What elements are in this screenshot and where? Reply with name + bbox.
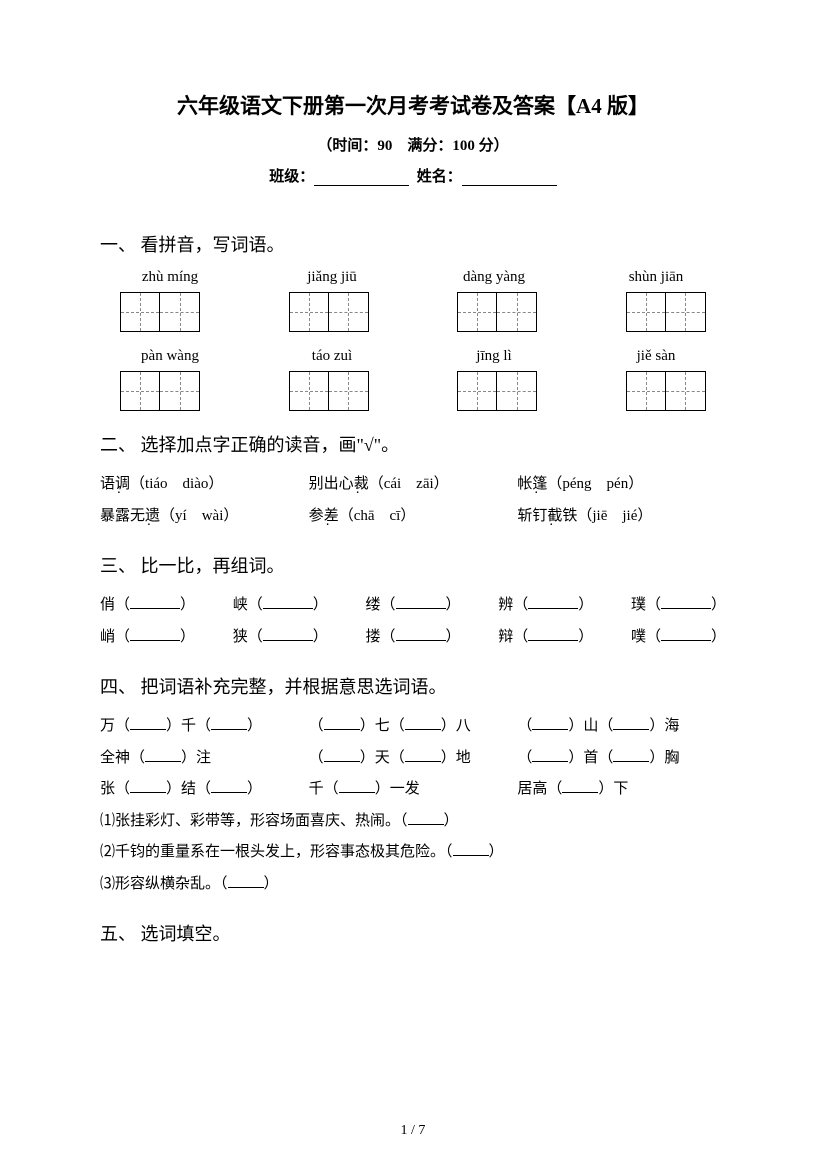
pinyin-row-2: pàn wàng táo zuì jīng lì jiě sàn: [100, 348, 726, 365]
name-blank[interactable]: [462, 170, 557, 186]
q4-item: 张（）结（）: [100, 774, 309, 806]
pinyin-item: dàng yàng: [444, 269, 544, 286]
q3-item: 辨（）: [498, 590, 593, 622]
section1-heading: 一、 看拼音，写词语。: [100, 231, 726, 257]
q4-desc3: ⑶形容纵横杂乱。（）: [100, 869, 726, 901]
q4-item: 万（）千（）: [100, 711, 309, 743]
name-label: 姓名：: [417, 169, 462, 185]
section4-heading: 四、 把词语补充完整，并根据意思选词语。: [100, 673, 726, 699]
char-box-pair[interactable]: [289, 292, 369, 332]
q3-item: 噗（）: [631, 622, 726, 654]
q4-item: （）天（）地: [309, 743, 518, 775]
q3-row-2: 峭（） 狭（） 搂（） 辩（） 噗（）: [100, 622, 726, 654]
q4-item: （）七（）八: [309, 711, 518, 743]
pinyin-item: zhù míng: [120, 269, 220, 286]
q3-item: 狭（）: [233, 622, 328, 654]
q2-item: 参差（chā cī）: [309, 501, 518, 533]
q2-row-1: 语调（tiáo diào） 别出心裁（cái zāi） 帐篷（péng pén）: [100, 469, 726, 501]
q4-item: 全神（）注: [100, 743, 309, 775]
char-box-pair[interactable]: [626, 292, 706, 332]
q4-desc2: ⑵千钧的重量系在一根头发上，形容事态极其危险。（）: [100, 837, 726, 869]
q4-desc1: ⑴张挂彩灯、彩带等，形容场面喜庆、热闹。（）: [100, 806, 726, 838]
q4-item: 千（）一发: [309, 774, 518, 806]
q4-row-3: 张（）结（） 千（）一发 居高（）下: [100, 774, 726, 806]
class-label: 班级：: [269, 169, 314, 185]
q4-row-2: 全神（）注 （）天（）地 （）首（）胸: [100, 743, 726, 775]
q4-item: 居高（）下: [517, 774, 726, 806]
char-box-pair[interactable]: [289, 371, 369, 411]
q2-row-2: 暴露无遗（yí wài） 参差（chā cī） 斩钉截铁（jiē jié）: [100, 501, 726, 533]
pinyin-item: jiě sàn: [606, 348, 706, 365]
q3-item: 俏（）: [100, 590, 195, 622]
pinyin-item: jīng lì: [444, 348, 544, 365]
pinyin-item: táo zuì: [282, 348, 382, 365]
page-number: 1 / 7: [0, 1123, 826, 1139]
q4-item: （）首（）胸: [517, 743, 726, 775]
q2-item: 暴露无遗（yí wài）: [100, 501, 309, 533]
pinyin-row-1: zhù míng jiǎng jiū dàng yàng shùn jiān: [100, 269, 726, 286]
q2-item: 别出心裁（cái zāi）: [309, 469, 518, 501]
section5-heading: 五、 选词填空。: [100, 920, 726, 946]
subtitle: （时间：90 满分：100 分）: [100, 134, 726, 155]
char-box-pair[interactable]: [120, 371, 200, 411]
q4-item: （）山（）海: [517, 711, 726, 743]
box-row-2: [100, 371, 726, 411]
char-box-pair[interactable]: [457, 371, 537, 411]
q3-item: 璞（）: [631, 590, 726, 622]
q2-item: 斩钉截铁（jiē jié）: [517, 501, 726, 533]
q3-item: 辩（）: [498, 622, 593, 654]
section3-heading: 三、 比一比，再组词。: [100, 552, 726, 578]
section2-heading: 二、 选择加点字正确的读音，画"√"。: [100, 431, 726, 457]
q4-row-1: 万（）千（） （）七（）八 （）山（）海: [100, 711, 726, 743]
pinyin-item: shùn jiān: [606, 269, 706, 286]
q2-item: 语调（tiáo diào）: [100, 469, 309, 501]
main-title: 六年级语文下册第一次月考考试卷及答案【A4 版】: [100, 90, 726, 120]
box-row-1: [100, 292, 726, 332]
q3-item: 搂（）: [365, 622, 460, 654]
q3-item: 峭（）: [100, 622, 195, 654]
q3-row-1: 俏（） 峡（） 缕（） 辨（） 璞（）: [100, 590, 726, 622]
char-box-pair[interactable]: [120, 292, 200, 332]
q3-item: 缕（）: [365, 590, 460, 622]
pinyin-item: pàn wàng: [120, 348, 220, 365]
student-info: 班级： 姓名：: [100, 165, 726, 186]
q3-item: 峡（）: [233, 590, 328, 622]
char-box-pair[interactable]: [457, 292, 537, 332]
q2-item: 帐篷（péng pén）: [517, 469, 726, 501]
class-blank[interactable]: [314, 170, 409, 186]
pinyin-item: jiǎng jiū: [282, 269, 382, 286]
char-box-pair[interactable]: [626, 371, 706, 411]
